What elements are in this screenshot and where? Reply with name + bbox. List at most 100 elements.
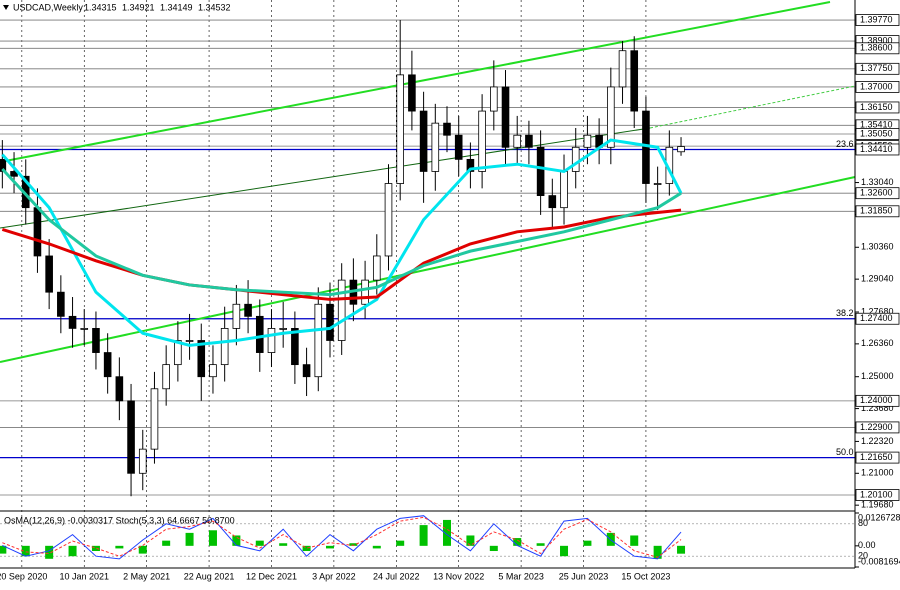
level-label: 1.27400: [860, 313, 893, 323]
level-box: [855, 14, 900, 26]
chart-title: USDCAD,Weekly: [13, 2, 83, 12]
osma-bar: [162, 540, 171, 546]
candle-body: [326, 303, 334, 341]
menu-arrow[interactable]: [3, 5, 9, 10]
level-box: [855, 128, 900, 140]
osma-bar: [21, 545, 30, 557]
ohlc-value: 1.34921: [122, 2, 155, 12]
candle-body: [92, 328, 100, 353]
y-tick-label: 1.21000: [861, 468, 894, 478]
moving-average: [1, 168, 682, 297]
candle-body: [431, 122, 440, 172]
data-layer: [0, 20, 686, 560]
level-label: 1.37750: [860, 63, 893, 73]
candle-body: [45, 255, 53, 293]
osma-bar: [466, 535, 475, 546]
candle-body: [138, 448, 147, 474]
candle-body: [618, 50, 627, 88]
y-tick-label: 1.27680: [861, 306, 894, 316]
moving-average: [1, 138, 683, 347]
level-box: [855, 421, 900, 434]
osma-bar: [419, 525, 428, 546]
level-label: 1.35050: [860, 128, 893, 138]
candle-body: [630, 50, 639, 112]
x-tick-label: 12 Dec 2021: [246, 571, 297, 581]
ohlc-value: 1.34532: [198, 2, 231, 12]
level-label: 1.21650: [860, 452, 893, 462]
osma-bar: [583, 540, 592, 546]
candle-body: [127, 400, 135, 474]
osma-bar: [560, 545, 569, 557]
stoch-tick-label: 20: [858, 551, 868, 561]
osma-bar: [513, 538, 522, 546]
candle-body: [361, 279, 369, 305]
ohlc-value: 1.34315: [84, 2, 117, 12]
level-box: [855, 187, 900, 200]
candle-body: [560, 171, 568, 209]
level-box: [855, 143, 900, 156]
y-tick-label: 1.30360: [861, 242, 894, 252]
candle-body: [372, 255, 381, 281]
level-label: 1.31850: [860, 206, 893, 216]
stoch-tick-label: 80: [858, 518, 868, 528]
level-box: [855, 205, 900, 218]
osma-bar: [138, 545, 147, 554]
candle-body: [536, 146, 545, 196]
level-label: 1.32600: [860, 188, 893, 198]
osma-bar: [372, 545, 381, 549]
candle-body: [162, 364, 170, 390]
grid-layer: [0, 0, 859, 568]
indicator-header: OsMA(12,26,9) -0.0030317 Stoch(5,3,3) 64…: [4, 515, 235, 525]
x-tick-label: 24 Jul 2022: [373, 571, 420, 581]
level-box: [855, 312, 900, 325]
x-tick-label: 2 May 2021: [123, 571, 170, 581]
candle-body: [419, 110, 428, 172]
level-label: 1.20100: [860, 489, 893, 499]
y-tick-label: 1.25000: [861, 371, 894, 381]
candle-body: [653, 183, 662, 185]
candle-body: [478, 110, 486, 172]
osma-bar: [325, 545, 334, 549]
candle-body: [244, 303, 252, 317]
x-tick-label: 22 Aug 2021: [184, 571, 235, 581]
candle-body: [279, 328, 287, 330]
osc-tick-label: 0.00: [858, 540, 876, 550]
level-label: 1.36150: [860, 102, 893, 112]
candle-body: [255, 315, 264, 353]
candle-body: [0, 158, 7, 172]
candle-body: [490, 86, 498, 112]
level-box: [855, 451, 900, 464]
level-label: 1.37000: [860, 81, 893, 91]
stoch-line: [2, 516, 682, 558]
candle-body: [185, 340, 194, 342]
y-tick-label: 1.26360: [861, 338, 894, 348]
y-tick-label: 1.29040: [861, 274, 894, 284]
level-box: [855, 101, 900, 114]
level-box: [855, 81, 900, 93]
candle-body: [232, 303, 241, 329]
osc-tick-label: -0.0081694: [858, 556, 900, 566]
level-label: 1.38900: [860, 35, 893, 45]
level-label: 1.34410: [860, 144, 893, 154]
candle-body: [466, 158, 475, 172]
candle-body: [209, 364, 217, 378]
mid-channel: [0, 127, 651, 229]
osma-bar: [185, 532, 194, 546]
osma-bar: [489, 545, 498, 552]
candle-body: [314, 303, 323, 378]
osc-tick-label: 0.0126728: [858, 512, 900, 522]
fib-label: 38.2: [836, 308, 854, 318]
level-label: 1.22900: [860, 422, 893, 432]
y-tick-label: 1.23680: [861, 403, 894, 413]
candle-body: [337, 279, 346, 341]
osma-bar: [232, 535, 241, 546]
x-tick-label: 25 Jun 2023: [559, 571, 609, 581]
candle-body: [150, 388, 159, 450]
x-tick-label: 13 Nov 2022: [433, 571, 484, 581]
osma-bar: [208, 530, 217, 546]
candle-body: [33, 207, 42, 257]
osma-bar: [0, 545, 7, 554]
candle-body: [57, 291, 65, 317]
osma-bar: [536, 543, 545, 546]
